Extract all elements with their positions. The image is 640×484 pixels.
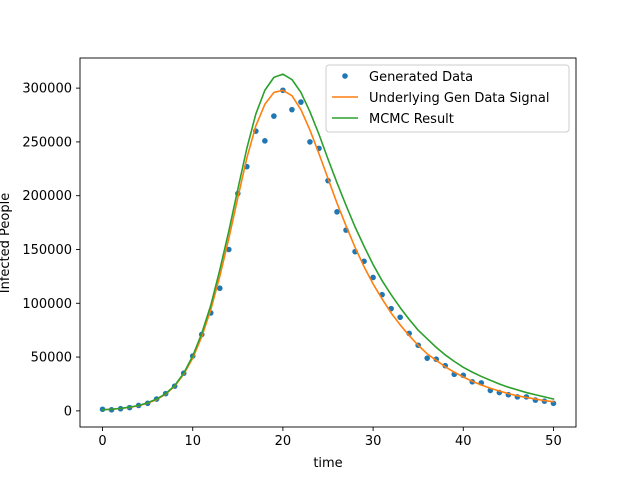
y-tick-label: 150000: [22, 243, 72, 258]
x-tick-label: 40: [455, 434, 472, 449]
y-tick-label: 100000: [22, 297, 72, 312]
legend-label: Generated Data: [369, 70, 473, 85]
legend-point-marker: [342, 73, 348, 79]
y-axis-label: Infected People: [0, 193, 13, 293]
data-point: [271, 113, 277, 119]
y-tick-label: 0: [64, 404, 72, 419]
plot-area: [99, 73, 557, 413]
x-axis-label: time: [313, 456, 342, 471]
series-line-2: [101, 73, 555, 411]
axes: 0 10 20 30 40 50 0 50000 100000 150000 200000 25000…: [22, 57, 577, 449]
x-tick-label: 20: [275, 434, 292, 449]
data-point: [370, 274, 376, 281]
data-point: [298, 99, 304, 105]
data-point: [262, 138, 268, 144]
y-tick-label: 50000: [31, 351, 72, 366]
data-point: [424, 355, 431, 361]
axes-frame: [79, 57, 577, 428]
x-tick-label: 50: [545, 434, 562, 449]
y-tick-label: 300000: [22, 82, 72, 97]
y-tick-label: 200000: [22, 189, 72, 204]
data-point: [216, 285, 223, 292]
data-point: [334, 209, 340, 215]
legend-box: [325, 64, 570, 133]
data-point: [397, 314, 403, 321]
x-tick-label: 30: [365, 434, 382, 449]
legend-label: MCMC Result: [369, 112, 454, 127]
legend-label: Underlying Gen Data Signal: [369, 91, 549, 106]
data-point: [307, 139, 313, 145]
y-tick-label: 250000: [22, 135, 72, 150]
data-point: [226, 246, 232, 253]
x-tick-label: 0: [98, 434, 106, 449]
legend: Generated Data Underlying Gen Data Signal…: [325, 64, 570, 133]
x-tick-label: 10: [184, 434, 201, 449]
data-point: [289, 106, 295, 113]
